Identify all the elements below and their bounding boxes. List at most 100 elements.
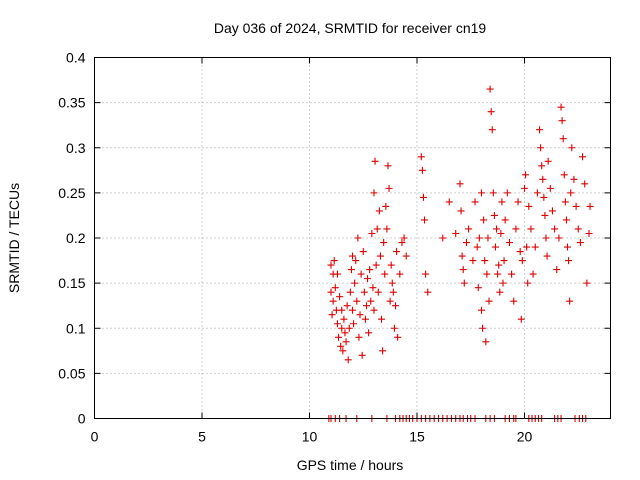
data-point (344, 356, 352, 364)
data-point (500, 257, 508, 265)
data-point (360, 288, 368, 296)
axes: 0 0.05 0.1 0.15 0.2 0.25 0.3 0.35 0.4 0 5 10 15 20 (58, 50, 611, 445)
data-point (560, 171, 568, 179)
y-tick-label: 0.2 (66, 230, 86, 246)
data-point (382, 202, 390, 210)
data-point (508, 270, 516, 278)
data-point (538, 162, 546, 170)
data-point (421, 216, 429, 224)
data-point (352, 257, 360, 265)
data-point (371, 157, 379, 165)
y-tick-label: 0.25 (58, 185, 85, 201)
data-point (376, 252, 384, 260)
data-point (484, 234, 492, 242)
data-point (329, 297, 337, 305)
x-tick-label: 20 (517, 429, 533, 445)
data-point (359, 248, 367, 256)
data-point (339, 347, 347, 355)
data-point (498, 198, 506, 206)
data-point (516, 248, 524, 256)
data-point (570, 175, 578, 183)
data-point (333, 320, 341, 328)
data-point (495, 261, 503, 269)
data-point (524, 279, 532, 287)
data-point (345, 324, 353, 332)
data-point (379, 347, 387, 355)
data-point (394, 333, 402, 341)
data-point (439, 234, 447, 242)
data-point (566, 297, 574, 305)
data-point (557, 103, 565, 111)
data-point (355, 333, 363, 341)
data-point (559, 135, 567, 143)
data-point (581, 180, 589, 188)
data-point (499, 279, 507, 287)
data-point (539, 175, 547, 183)
data-point (503, 189, 511, 197)
data-point (390, 324, 398, 332)
y-tick-label: 0.05 (58, 365, 85, 381)
data-point (349, 306, 356, 314)
data-point (374, 288, 382, 296)
data-point (471, 198, 479, 206)
data-point (389, 288, 397, 296)
data-point (565, 257, 573, 265)
data-point (358, 351, 366, 359)
data-point (346, 288, 354, 296)
y-tick-label: 0.15 (58, 275, 85, 291)
data-point (338, 324, 346, 332)
data-point (489, 189, 497, 197)
data-point (349, 252, 356, 260)
data-point (392, 302, 399, 310)
data-point (393, 248, 401, 256)
data-point (551, 225, 559, 233)
data-point (494, 270, 502, 278)
data-point (354, 234, 362, 242)
data-point (460, 279, 468, 287)
data-point (555, 234, 563, 242)
data-point (351, 279, 359, 287)
data-point (400, 234, 408, 242)
data-point (398, 239, 406, 247)
y-tick-label: 0 (78, 411, 86, 427)
y-tick-label: 0.1 (66, 320, 86, 336)
data-point (512, 225, 520, 233)
data-point (540, 193, 548, 201)
data-point (327, 261, 335, 269)
data-point (387, 261, 395, 269)
y-tick-label: 0.35 (58, 95, 85, 111)
data-point (372, 261, 380, 269)
data-point (370, 189, 378, 197)
data-point (496, 288, 504, 296)
data-point (343, 302, 351, 310)
data-point (586, 202, 594, 210)
data-point (357, 270, 365, 278)
data-point (572, 202, 580, 210)
data-point (342, 338, 350, 346)
data-point (518, 257, 526, 265)
data-point (576, 239, 584, 247)
data-point (364, 275, 372, 283)
data-point (537, 144, 545, 152)
data-point (445, 198, 453, 206)
data-point (579, 153, 587, 161)
data-point (331, 284, 339, 292)
chart-title: Day 036 of 2024, SRMTID for receiver cn1… (214, 20, 487, 36)
data-point (517, 315, 525, 323)
data-point (531, 243, 539, 251)
data-point (424, 288, 432, 296)
data-point (574, 225, 582, 233)
data-point (536, 126, 544, 134)
data-point (373, 225, 381, 233)
data-point (367, 297, 375, 305)
data-point (402, 252, 410, 260)
data-point (553, 266, 561, 274)
data-point (475, 234, 483, 242)
data-point (369, 284, 377, 292)
data-point (469, 257, 477, 265)
data-point (548, 207, 556, 215)
data-point (485, 297, 493, 305)
data-point (378, 315, 386, 323)
data-point (561, 198, 569, 206)
data-point (362, 302, 370, 310)
